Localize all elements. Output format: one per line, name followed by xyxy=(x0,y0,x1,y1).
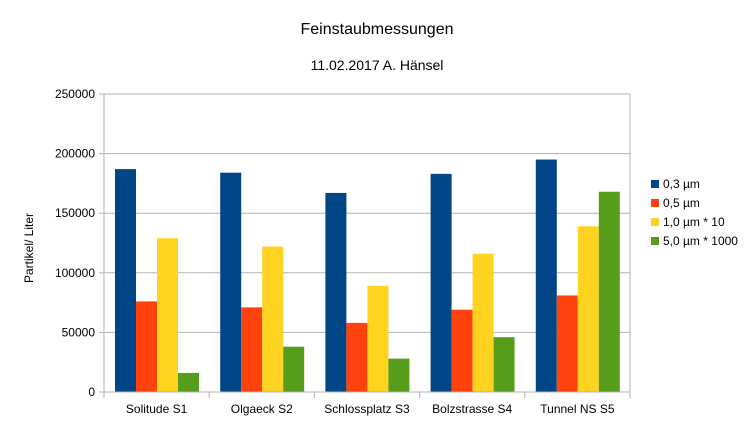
bar xyxy=(346,322,368,392)
bar xyxy=(577,226,599,392)
bar xyxy=(178,372,199,392)
y-tick-label: 150000 xyxy=(55,206,95,220)
legend-swatch xyxy=(651,180,659,188)
bar xyxy=(451,309,473,392)
bar xyxy=(157,238,178,392)
bars xyxy=(115,159,620,392)
y-tick-label: 100000 xyxy=(55,266,95,280)
bar xyxy=(325,192,347,392)
chart-title: Feinstaubmessungen xyxy=(301,21,454,38)
bar xyxy=(472,253,494,392)
y-tick-label: 50000 xyxy=(62,325,96,339)
bar xyxy=(241,307,263,392)
legend-label: 0,5 µm xyxy=(663,196,700,210)
bar xyxy=(493,337,515,392)
y-tick-label: 250000 xyxy=(55,87,95,101)
x-tick-label: Solitude S1 xyxy=(126,402,188,416)
bar xyxy=(367,285,389,392)
bar xyxy=(136,301,157,392)
x-tick-label: Bolzstrasse S4 xyxy=(432,402,512,416)
legend-label: 0,3 µm xyxy=(663,177,700,191)
bar xyxy=(598,191,620,392)
bar xyxy=(220,172,242,392)
x-tick-label: Schlossplatz S3 xyxy=(324,402,410,416)
chart-subtitle: 11.02.2017 A. Hänsel xyxy=(311,57,444,73)
bar xyxy=(283,346,305,392)
axes xyxy=(99,93,631,398)
bar xyxy=(115,169,136,392)
bar xyxy=(430,173,452,392)
x-tick-label: Olgaeck S2 xyxy=(231,402,293,416)
y-tick-label: 0 xyxy=(88,385,95,399)
y-tick-label: 200000 xyxy=(55,147,95,161)
y-axis-label: Partikel/ Liter xyxy=(22,213,36,283)
legend-swatch xyxy=(651,237,659,245)
bar xyxy=(262,246,284,392)
tick-labels: 0 50000 100000 150000 200000 250000 Solitude S… xyxy=(55,87,615,416)
legend-swatch xyxy=(651,199,659,207)
legend-label: 1,0 µm * 10 xyxy=(663,215,725,229)
legend-swatch xyxy=(651,218,659,226)
bar xyxy=(388,358,410,392)
bar xyxy=(535,159,557,392)
legend: 0,3 µm 0,5 µm 1,0 µm * 10 5,0 µm * 1000 xyxy=(651,177,738,248)
legend-label: 5,0 µm * 1000 xyxy=(663,234,738,248)
bar xyxy=(556,295,578,392)
x-tick-label: Tunnel NS S5 xyxy=(540,402,615,416)
